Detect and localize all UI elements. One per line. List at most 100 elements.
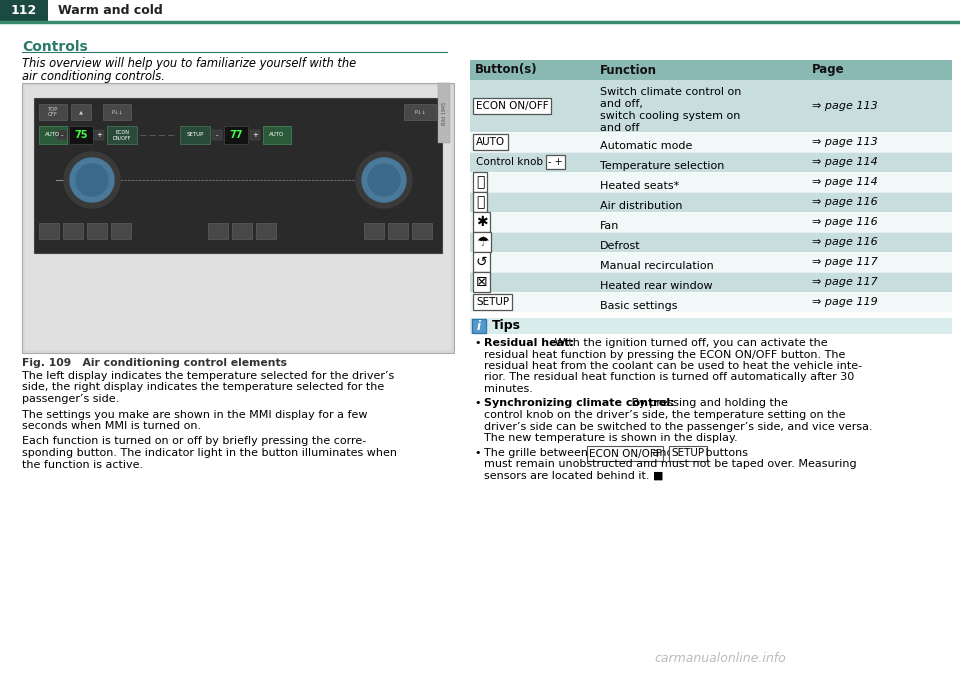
Text: •: • — [474, 338, 481, 348]
Text: ▲: ▲ — [79, 109, 83, 114]
Circle shape — [362, 158, 406, 202]
Circle shape — [356, 152, 412, 208]
Bar — [212, 130, 222, 140]
Text: ⇒ page 117: ⇒ page 117 — [812, 257, 877, 267]
Text: residual heat function by pressing the ECON ON/OFF button. The: residual heat function by pressing the E… — [484, 350, 846, 360]
Text: switch cooling system on: switch cooling system on — [600, 111, 740, 121]
Bar — [470, 60, 952, 80]
Bar — [232, 223, 252, 239]
Text: sensors are located behind it. ■: sensors are located behind it. ■ — [484, 471, 663, 481]
Text: Each function is turned on or off by briefly pressing the corre-: Each function is turned on or off by bri… — [22, 437, 367, 447]
Text: ⇒ page 113: ⇒ page 113 — [812, 101, 877, 111]
Text: Function: Function — [600, 63, 657, 77]
Text: i: i — [477, 320, 481, 333]
Text: ⇒ page 119: ⇒ page 119 — [812, 297, 877, 307]
Bar — [87, 223, 107, 239]
Bar — [94, 130, 104, 140]
Text: and: and — [649, 447, 677, 458]
Text: sponding button. The indicator light in the button illuminates when: sponding button. The indicator light in … — [22, 448, 397, 458]
Bar — [34, 98, 442, 253]
Bar — [470, 192, 952, 212]
Text: AUTO: AUTO — [45, 133, 60, 137]
Bar — [404, 104, 436, 120]
Text: ⇒ page 114: ⇒ page 114 — [812, 157, 877, 167]
Bar — [250, 130, 260, 140]
Bar — [22, 83, 454, 353]
Text: Controls: Controls — [22, 40, 87, 54]
Text: ⓙ: ⓙ — [476, 175, 485, 189]
Text: Control knob: Control knob — [476, 157, 546, 167]
Text: and off,: and off, — [600, 99, 643, 109]
Bar — [57, 130, 67, 140]
Text: Fan: Fan — [600, 221, 619, 231]
Text: TOP
OFF: TOP OFF — [48, 107, 59, 118]
Bar — [180, 126, 210, 144]
Text: The settings you make are shown in the MMI display for a few: The settings you make are shown in the M… — [22, 409, 368, 420]
Text: 77: 77 — [229, 130, 243, 140]
Text: ⊠: ⊠ — [476, 275, 488, 289]
Bar — [470, 132, 952, 152]
Text: With the ignition turned off, you can activate the: With the ignition turned off, you can ac… — [551, 338, 828, 348]
Bar — [470, 80, 952, 132]
Bar — [63, 223, 83, 239]
Text: - +: - + — [548, 157, 563, 167]
Bar — [470, 292, 952, 312]
Text: Synchronizing climate control:: Synchronizing climate control: — [484, 398, 675, 409]
Text: ✱: ✱ — [476, 215, 488, 229]
Text: — — — —: — — — — — [140, 132, 175, 138]
Text: ⇒ page 117: ⇒ page 117 — [812, 277, 877, 287]
Bar — [25, 86, 451, 350]
Text: ECON
DN/OFF: ECON DN/OFF — [113, 130, 132, 140]
Bar — [263, 126, 291, 144]
Bar — [224, 126, 248, 144]
Text: P↓↓: P↓↓ — [414, 109, 426, 114]
Text: This overview will help you to familiarize yourself with the: This overview will help you to familiari… — [22, 57, 356, 70]
Text: Residual heat:: Residual heat: — [484, 338, 574, 348]
Circle shape — [76, 164, 108, 196]
Text: AUTO: AUTO — [270, 133, 284, 137]
Text: control knob on the driver’s side, the temperature setting on the: control knob on the driver’s side, the t… — [484, 410, 846, 420]
Text: 75: 75 — [74, 130, 87, 140]
Text: -: - — [60, 132, 63, 138]
Text: carmanualonline.info: carmanualonline.info — [654, 652, 786, 665]
Bar — [256, 223, 276, 239]
Text: +: + — [252, 132, 258, 138]
Text: Heated seats*: Heated seats* — [600, 181, 680, 191]
Bar — [69, 126, 93, 144]
Text: SETUP: SETUP — [186, 133, 204, 137]
Text: P↓↓: P↓↓ — [111, 109, 123, 114]
Text: Air distribution: Air distribution — [600, 201, 683, 211]
Bar — [472, 319, 486, 333]
Text: the function is active.: the function is active. — [22, 460, 143, 469]
Bar — [470, 318, 952, 334]
Bar — [39, 223, 59, 239]
Text: rior. The residual heat function is turned off automatically after 30: rior. The residual heat function is turn… — [484, 373, 854, 382]
Text: passenger’s side.: passenger’s side. — [22, 394, 119, 404]
Bar — [71, 104, 91, 120]
Text: Automatic mode: Automatic mode — [600, 141, 692, 151]
Bar — [470, 252, 952, 272]
Text: residual heat from the coolant can be used to heat the vehicle inte-: residual heat from the coolant can be us… — [484, 361, 862, 371]
Text: The grille between the: The grille between the — [484, 447, 613, 458]
Circle shape — [64, 152, 120, 208]
Text: The new temperature is shown in the display.: The new temperature is shown in the disp… — [484, 433, 737, 443]
Text: Bild 1945: Bild 1945 — [442, 101, 446, 124]
Text: ECON ON/OFF: ECON ON/OFF — [588, 449, 661, 458]
Text: must remain unobstructed and must not be taped over. Measuring: must remain unobstructed and must not be… — [484, 459, 856, 469]
Text: seconds when MMI is turned on.: seconds when MMI is turned on. — [22, 421, 202, 431]
Text: AUTO: AUTO — [476, 137, 505, 147]
Text: Temperature selection: Temperature selection — [600, 161, 725, 171]
Bar — [412, 223, 432, 239]
Bar — [39, 104, 67, 120]
Text: ⇒ page 116: ⇒ page 116 — [812, 237, 877, 247]
Text: buttons: buttons — [702, 447, 748, 458]
Bar — [208, 223, 228, 239]
Text: ☂: ☂ — [476, 235, 489, 249]
Circle shape — [368, 164, 400, 196]
Text: SETUP: SETUP — [671, 449, 705, 458]
Bar — [470, 172, 952, 192]
Bar — [470, 272, 952, 292]
Bar — [438, 83, 450, 143]
Text: Switch climate control on: Switch climate control on — [600, 87, 741, 97]
Text: driver’s side can be switched to the passenger’s side, and vice versa.: driver’s side can be switched to the pas… — [484, 422, 873, 432]
